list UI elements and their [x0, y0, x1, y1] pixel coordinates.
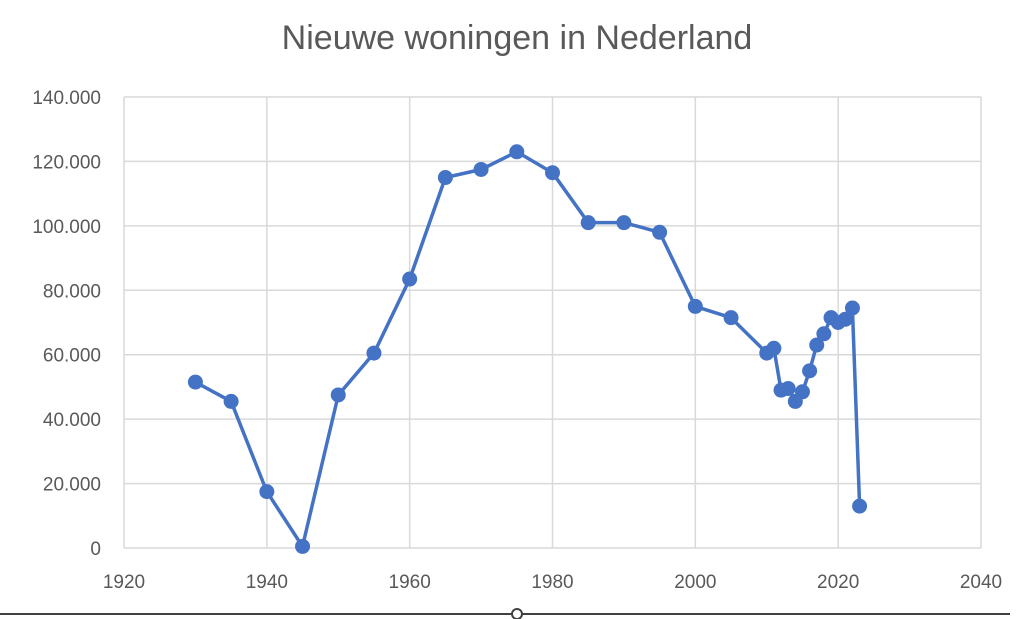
data-point: [844, 300, 860, 316]
data-point: [366, 345, 382, 361]
x-tick-label: 2040: [960, 572, 1002, 593]
y-tick-label: 80.000: [43, 281, 101, 302]
data-point: [816, 326, 832, 342]
data-point: [545, 165, 560, 181]
x-tick-label: 2020: [817, 572, 859, 593]
x-tick-label: 1980: [531, 572, 573, 593]
data-point: [652, 224, 668, 240]
tick-label-layer: 0 20.000 40.000 60.000 80.000 100.000 120.000 1…: [32, 88, 1002, 593]
x-tick-label: 2000: [674, 572, 716, 593]
data-point: [259, 484, 275, 500]
data-point: [402, 271, 418, 287]
data-point: [580, 215, 596, 231]
x-tick-label: 1920: [103, 572, 145, 593]
data-point: [780, 381, 796, 397]
data-point: [223, 393, 239, 409]
data-point: [187, 374, 203, 390]
data-point: [766, 340, 782, 356]
chart-title: Nieuwe woningen in Nederland: [282, 19, 753, 57]
data-point: [802, 363, 818, 379]
series-line: [193, 150, 862, 549]
data-point: [295, 538, 311, 554]
y-tick-label: 140.000: [32, 88, 101, 109]
data-point: [837, 311, 853, 327]
y-tick-label: 0: [90, 539, 101, 560]
data-point: [794, 384, 810, 400]
data-point: [330, 387, 346, 403]
data-point: [809, 337, 825, 353]
data-point: [723, 310, 739, 326]
data-point: [616, 215, 632, 231]
frame-layer: [0, 608, 1010, 619]
y-tick-label: 20.000: [43, 475, 101, 496]
y-tick-label: 40.000: [43, 410, 101, 431]
data-point: [437, 170, 453, 186]
data-point: [509, 144, 525, 160]
x-tick-label: 1960: [389, 572, 431, 593]
resize-handle: [511, 608, 523, 619]
data-point: [473, 161, 489, 177]
y-tick-label: 120.000: [32, 152, 101, 173]
data-point: [852, 498, 868, 514]
x-tick-label: 1940: [246, 572, 288, 593]
y-tick-label: 60.000: [43, 346, 101, 367]
series-layer: [187, 144, 868, 554]
data-point: [687, 298, 703, 314]
y-tick-label: 100.000: [32, 217, 101, 238]
